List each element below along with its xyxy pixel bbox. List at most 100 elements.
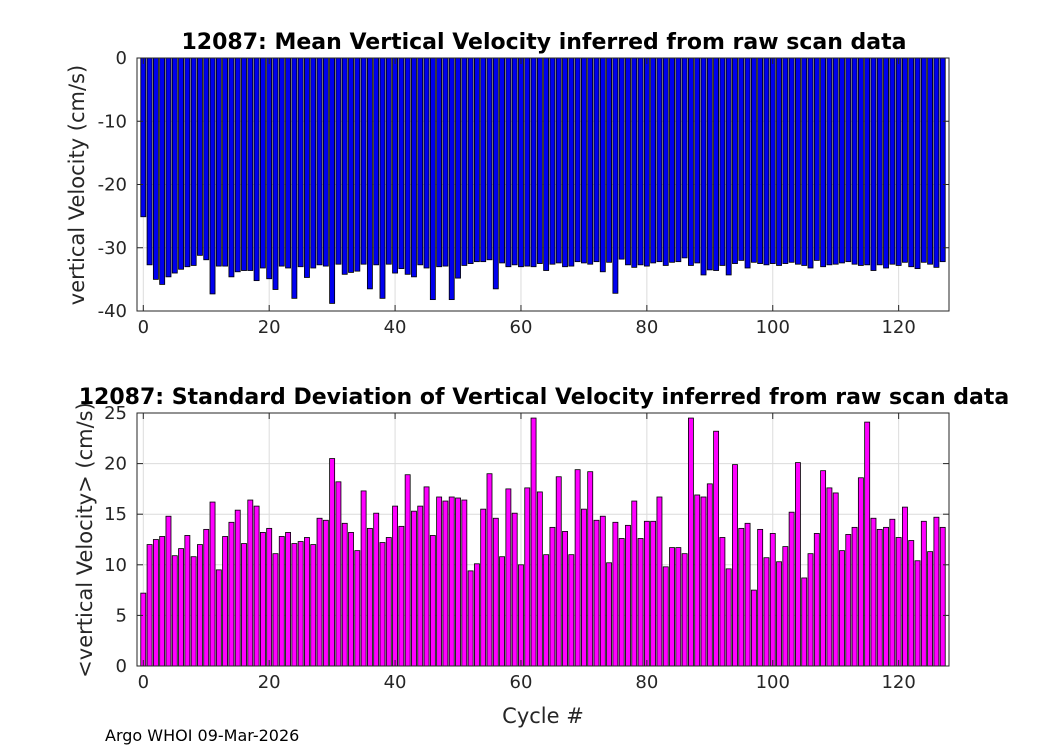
mean-velocity-bar xyxy=(574,57,581,263)
mean-velocity-bar xyxy=(593,57,600,263)
mean-velocity-bar xyxy=(184,57,191,268)
std-velocity-axes-box xyxy=(136,412,950,667)
mean-velocity-bar xyxy=(750,57,757,263)
mean-velocity-bar xyxy=(417,57,424,266)
mean-velocity-x-tick-label: 0 xyxy=(138,317,149,338)
std-velocity-bar xyxy=(870,517,877,667)
mean-velocity-bar xyxy=(304,57,310,278)
mean-velocity-bar xyxy=(813,57,820,261)
std-velocity-bar xyxy=(763,557,770,667)
mean-velocity-bar xyxy=(152,57,159,280)
mean-velocity-bar xyxy=(732,57,738,264)
std-velocity-bar xyxy=(782,546,789,667)
std-velocity-bar xyxy=(688,417,694,667)
std-velocity-bar xyxy=(184,535,191,667)
std-velocity-bar xyxy=(839,550,845,667)
mean-velocity-y-axis-label: vertical Velocity (cm/s) xyxy=(65,65,89,305)
std-velocity-y-axis-label: <vertical Velocity> (cm/s) xyxy=(73,402,97,678)
mean-velocity-bar xyxy=(398,57,405,270)
mean-velocity-bar xyxy=(719,57,726,266)
mean-velocity-bar xyxy=(895,57,902,266)
std-velocity-bar xyxy=(152,539,159,667)
mean-velocity-bar xyxy=(524,57,531,267)
std-velocity-bar xyxy=(423,486,430,667)
std-velocity-bar xyxy=(467,570,474,667)
std-velocity-bar xyxy=(436,496,443,667)
mean-velocity-bar xyxy=(681,57,688,259)
mean-velocity-bar xyxy=(738,57,745,261)
std-velocity-bar xyxy=(732,464,738,667)
mean-velocity-bar xyxy=(625,57,631,266)
std-velocity-bar xyxy=(694,494,701,667)
std-velocity-bar xyxy=(530,417,537,667)
mean-velocity-bar xyxy=(461,57,468,266)
std-velocity-bar xyxy=(203,528,210,667)
footer-credit: Argo WHOI 09-Mar-2026 xyxy=(105,726,300,745)
mean-velocity-bar xyxy=(580,57,587,264)
mean-velocity-bar xyxy=(883,57,889,269)
std-velocity-bars xyxy=(140,417,946,667)
std-velocity-bar xyxy=(549,526,556,667)
mean-velocity-bar xyxy=(920,57,927,263)
std-velocity-bar xyxy=(801,577,808,667)
mean-velocity-bar xyxy=(725,57,732,276)
std-velocity-bar xyxy=(788,511,795,667)
mean-velocity-y-tick-label: -10 xyxy=(98,111,127,132)
mean-velocity-bar xyxy=(543,57,550,271)
std-velocity-bar xyxy=(776,561,782,667)
std-velocity-y-tick-label: 20 xyxy=(104,454,127,475)
std-velocity-bar xyxy=(902,506,908,667)
std-velocity-bar xyxy=(580,508,587,667)
std-velocity-bar xyxy=(650,520,657,667)
mean-velocity-bar xyxy=(278,57,285,267)
mean-velocity-bar xyxy=(782,57,789,264)
mean-velocity-bar xyxy=(285,57,291,269)
mean-velocity-bar xyxy=(505,57,512,268)
mean-velocity-bar xyxy=(448,57,455,301)
std-velocity-bar xyxy=(373,512,380,667)
std-velocity-bar xyxy=(820,470,827,667)
mean-velocity-bar xyxy=(757,57,764,264)
mean-velocity-x-ticks: 0 20 40 60 80 100 120 xyxy=(138,58,916,338)
std-velocity-bar xyxy=(316,517,323,667)
std-velocity-bar xyxy=(448,496,455,667)
std-velocity-bar xyxy=(927,551,934,667)
mean-velocity-bar xyxy=(341,57,348,275)
mean-velocity-y-ticks: -40 -30 -20 -10 0 xyxy=(98,48,949,322)
std-velocity-bar xyxy=(480,508,487,667)
std-velocity-bar xyxy=(272,553,279,667)
std-velocity-bar xyxy=(719,537,726,667)
mean-velocity-y-tick-label: -40 xyxy=(98,301,127,322)
std-velocity-bar xyxy=(757,528,764,667)
std-velocity-bar xyxy=(197,544,203,667)
std-velocity-bar xyxy=(159,536,166,667)
std-velocity-bar xyxy=(750,589,757,667)
mean-velocity-bar xyxy=(140,57,147,218)
std-velocity-bar xyxy=(631,500,638,667)
mean-velocity-chart-title: 12087: Mean Vertical Velocity inferred f… xyxy=(182,30,907,55)
std-velocity-bar xyxy=(518,564,524,667)
mean-velocity-bar xyxy=(373,57,380,266)
mean-velocity-bar xyxy=(455,57,461,279)
std-velocity-bar xyxy=(165,515,172,667)
mean-velocity-bar xyxy=(348,57,354,273)
mean-velocity-bar xyxy=(876,57,883,266)
mean-velocity-bar xyxy=(316,57,323,266)
std-velocity-bar xyxy=(555,476,562,667)
std-velocity-bar xyxy=(366,527,373,667)
std-velocity-bar xyxy=(543,554,550,667)
std-velocity-bar xyxy=(455,497,461,667)
mean-velocity-bar xyxy=(706,57,713,271)
std-velocity-bar xyxy=(725,568,732,667)
mean-velocity-bar xyxy=(354,57,361,272)
std-velocity-bar xyxy=(247,499,254,667)
std-velocity-y-tick-label: 15 xyxy=(104,504,127,525)
mean-velocity-bar xyxy=(411,57,417,278)
std-velocity-chart-title: 12087: Standard Deviation of Vertical Ve… xyxy=(79,385,1009,410)
mean-velocity-bar xyxy=(933,57,940,268)
std-velocity-bar xyxy=(681,553,688,667)
std-velocity-bar xyxy=(473,563,480,667)
std-velocity-bar xyxy=(348,532,354,667)
mean-velocity-bar xyxy=(429,57,436,301)
std-velocity-bar xyxy=(322,519,329,667)
